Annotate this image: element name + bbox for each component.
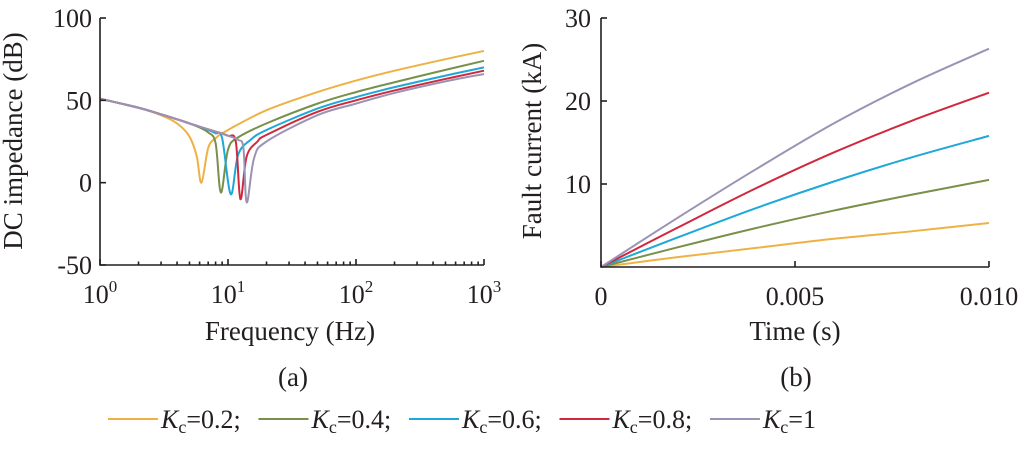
legend-entry-label: Kc=0.8; bbox=[611, 405, 692, 437]
panel-a-series-kc-0-8 bbox=[99, 69, 485, 201]
panel-a-y-tick-label: -50 bbox=[57, 251, 92, 280]
panel-a-x-tick-label: 100 bbox=[83, 277, 118, 309]
panel-a-y-tick-label: 50 bbox=[66, 86, 92, 115]
panel-a-label: (a) bbox=[278, 362, 308, 392]
panel-b-series-kc-0-4 bbox=[600, 178, 990, 268]
panel-b-x-axis-label: Time (s) bbox=[749, 316, 840, 346]
panel-b-y-ticks: 30 20 10 bbox=[565, 4, 607, 199]
panel-b-series-kc-1 bbox=[600, 47, 990, 268]
panel-b-y-tick-label: 10 bbox=[565, 170, 591, 199]
panel-a-x-axis-label: Frequency (Hz) bbox=[205, 316, 375, 346]
panel-a-y-ticks: 100 50 0 -50 bbox=[53, 4, 106, 280]
legend-entry-label: Kc=0.4; bbox=[310, 405, 391, 437]
panel-b-y-tick-label: 30 bbox=[565, 4, 591, 33]
panel-b-x-ticks: 0 0.005 0.010 bbox=[595, 261, 1019, 311]
panel-b-series-kc-0-6 bbox=[600, 134, 990, 268]
legend-entry-label: Kc=0.2; bbox=[160, 405, 241, 437]
panel-b-x-tick-label: 0.005 bbox=[766, 282, 825, 311]
panel-a-x-tick-label: 103 bbox=[467, 277, 502, 309]
panel-a-series-kc-0-2 bbox=[99, 49, 485, 184]
panel-b-label: (b) bbox=[780, 362, 811, 392]
panel-a-y-tick-label: 100 bbox=[53, 4, 92, 33]
panel-a-impedance: 100 50 0 -50 100 101 102 103 DC impedance (dB)… bbox=[0, 4, 501, 392]
panel-b-curves bbox=[600, 47, 990, 268]
panel-a-x-tick-label: 101 bbox=[211, 277, 246, 309]
legend: Kc=0.2; Kc=0.4; Kc=0.6; Kc=0.8; Kc=1 bbox=[108, 405, 816, 437]
panel-b-x-tick-label: 0.010 bbox=[960, 282, 1019, 311]
panel-b-fault-current: 30 20 10 0 0.005 0.010 Fault current (kA) Ti… bbox=[517, 4, 1018, 392]
panel-b-y-axis-label: Fault current (kA) bbox=[517, 43, 547, 239]
panel-b-series-kc-0-8 bbox=[600, 91, 990, 268]
panel-b-series-kc-0-2 bbox=[600, 222, 990, 268]
panel-b-y-tick-label: 20 bbox=[565, 87, 591, 116]
panel-a-y-tick-label: 0 bbox=[79, 169, 92, 198]
panel-a-x-ticks: 100 101 102 103 bbox=[83, 259, 502, 309]
panel-b-x-tick-label: 0 bbox=[595, 282, 608, 311]
panel-a-curves bbox=[99, 49, 485, 204]
legend-entry-label: Kc=1 bbox=[762, 405, 816, 437]
panel-a-axes bbox=[99, 18, 484, 266]
legend-entry-label: Kc=0.6; bbox=[461, 405, 542, 437]
panel-a-series-kc-1 bbox=[99, 73, 485, 204]
panel-a-y-axis-label: DC impedance (dB) bbox=[0, 32, 28, 249]
panel-a-x-tick-label: 102 bbox=[339, 277, 374, 309]
